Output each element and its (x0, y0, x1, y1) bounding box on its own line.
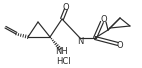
Text: HCl: HCl (56, 57, 70, 65)
Text: O: O (63, 3, 69, 13)
Text: NH: NH (56, 48, 68, 57)
Text: N: N (77, 37, 83, 47)
Text: O: O (101, 16, 107, 24)
Text: O: O (117, 41, 123, 51)
